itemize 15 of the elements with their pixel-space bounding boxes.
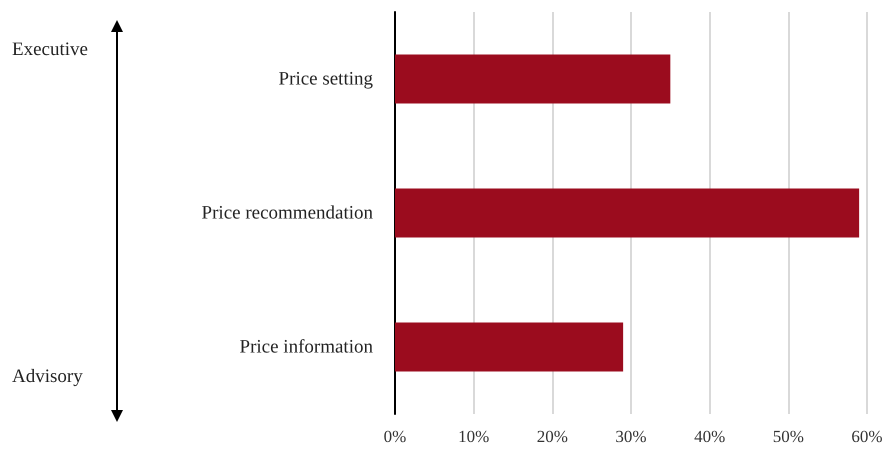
y-tick-label: Price information: [240, 336, 374, 358]
x-tick-label: 10%: [458, 427, 490, 446]
bar: [395, 188, 860, 238]
x-tick-label: 20%: [536, 427, 568, 446]
x-tick-label: 0%: [384, 427, 406, 446]
y-tick-label: Price setting: [278, 68, 374, 90]
text: Advisory: [12, 366, 84, 387]
x-tick-label: 40%: [694, 427, 726, 446]
x-tick-label: 30%: [615, 427, 647, 446]
y-tick-label: Price recommendation: [202, 202, 374, 224]
bar: [395, 54, 670, 104]
x-tick-label: 50%: [772, 427, 804, 446]
x-tick-label: 60%: [851, 427, 883, 446]
bar: [395, 322, 624, 372]
text: Executive: [12, 39, 88, 60]
